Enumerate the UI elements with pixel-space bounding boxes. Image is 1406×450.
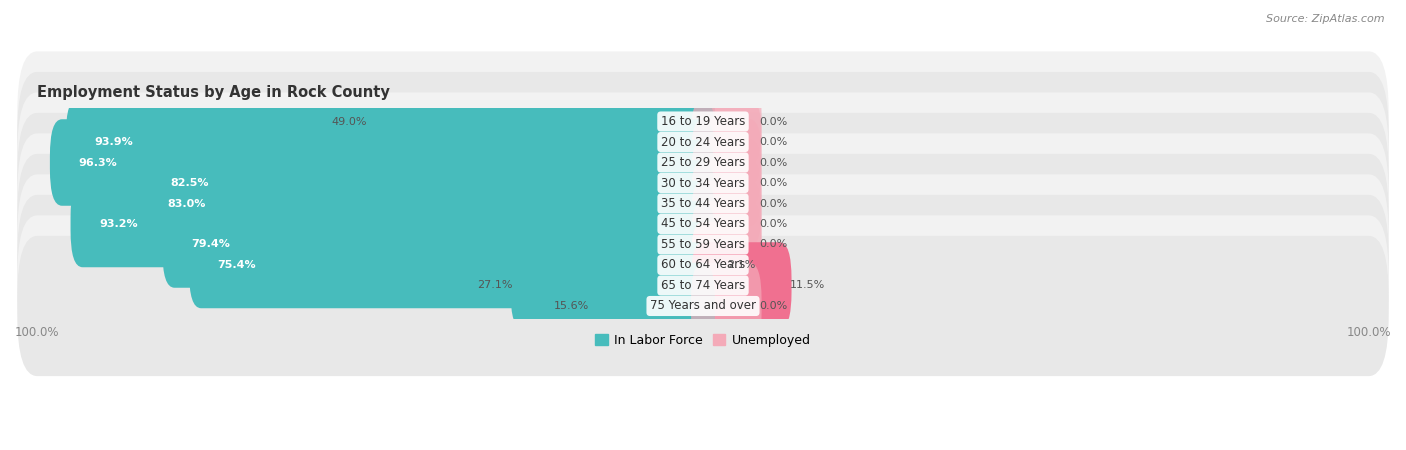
FancyBboxPatch shape [49, 119, 716, 206]
Text: 16 to 19 Years: 16 to 19 Years [661, 115, 745, 128]
FancyBboxPatch shape [690, 222, 728, 308]
Text: 65 to 74 Years: 65 to 74 Years [661, 279, 745, 292]
FancyBboxPatch shape [17, 175, 1389, 315]
Text: 11.5%: 11.5% [790, 280, 825, 291]
FancyBboxPatch shape [690, 181, 762, 267]
Text: 35 to 44 Years: 35 to 44 Years [661, 197, 745, 210]
Text: 0.0%: 0.0% [759, 301, 787, 311]
Text: 96.3%: 96.3% [79, 158, 117, 167]
Text: 0.0%: 0.0% [759, 158, 787, 167]
Text: 2.1%: 2.1% [727, 260, 755, 270]
Text: 79.4%: 79.4% [191, 239, 231, 249]
FancyBboxPatch shape [163, 201, 716, 288]
FancyBboxPatch shape [690, 99, 762, 185]
Text: 45 to 54 Years: 45 to 54 Years [661, 217, 745, 230]
Text: 49.0%: 49.0% [332, 117, 367, 126]
FancyBboxPatch shape [690, 201, 762, 288]
Text: 0.0%: 0.0% [759, 219, 787, 229]
Text: 83.0%: 83.0% [167, 198, 205, 208]
Text: 55 to 59 Years: 55 to 59 Years [661, 238, 745, 251]
Text: 20 to 24 Years: 20 to 24 Years [661, 135, 745, 148]
FancyBboxPatch shape [17, 216, 1389, 356]
FancyBboxPatch shape [510, 242, 716, 329]
Text: 15.6%: 15.6% [554, 301, 589, 311]
Text: 0.0%: 0.0% [759, 117, 787, 126]
Text: Source: ZipAtlas.com: Source: ZipAtlas.com [1267, 14, 1385, 23]
Text: 0.0%: 0.0% [759, 198, 787, 208]
Text: 30 to 34 Years: 30 to 34 Years [661, 176, 745, 189]
FancyBboxPatch shape [17, 236, 1389, 376]
FancyBboxPatch shape [17, 72, 1389, 212]
FancyBboxPatch shape [138, 160, 716, 247]
Text: 25 to 29 Years: 25 to 29 Years [661, 156, 745, 169]
Text: 0.0%: 0.0% [759, 137, 787, 147]
FancyBboxPatch shape [188, 222, 716, 308]
FancyBboxPatch shape [690, 160, 762, 247]
FancyBboxPatch shape [66, 99, 716, 185]
FancyBboxPatch shape [690, 78, 762, 165]
FancyBboxPatch shape [17, 195, 1389, 335]
FancyBboxPatch shape [690, 140, 762, 226]
Text: 75 Years and over: 75 Years and over [650, 300, 756, 312]
Legend: In Labor Force, Unemployed: In Labor Force, Unemployed [595, 334, 811, 347]
FancyBboxPatch shape [17, 133, 1389, 274]
FancyBboxPatch shape [17, 92, 1389, 233]
FancyBboxPatch shape [142, 140, 716, 226]
FancyBboxPatch shape [70, 181, 716, 267]
Text: 75.4%: 75.4% [218, 260, 256, 270]
Text: 60 to 64 Years: 60 to 64 Years [661, 258, 745, 271]
FancyBboxPatch shape [17, 154, 1389, 294]
Text: 0.0%: 0.0% [759, 239, 787, 249]
FancyBboxPatch shape [690, 263, 762, 349]
Text: 27.1%: 27.1% [477, 280, 513, 291]
FancyBboxPatch shape [690, 242, 792, 329]
Text: 93.9%: 93.9% [94, 137, 134, 147]
FancyBboxPatch shape [17, 113, 1389, 253]
FancyBboxPatch shape [588, 263, 716, 349]
Text: 93.2%: 93.2% [100, 219, 138, 229]
Text: Employment Status by Age in Rock County: Employment Status by Age in Rock County [37, 85, 389, 100]
Text: 82.5%: 82.5% [170, 178, 209, 188]
FancyBboxPatch shape [690, 119, 762, 206]
FancyBboxPatch shape [364, 78, 716, 165]
Text: 0.0%: 0.0% [759, 178, 787, 188]
FancyBboxPatch shape [17, 51, 1389, 192]
